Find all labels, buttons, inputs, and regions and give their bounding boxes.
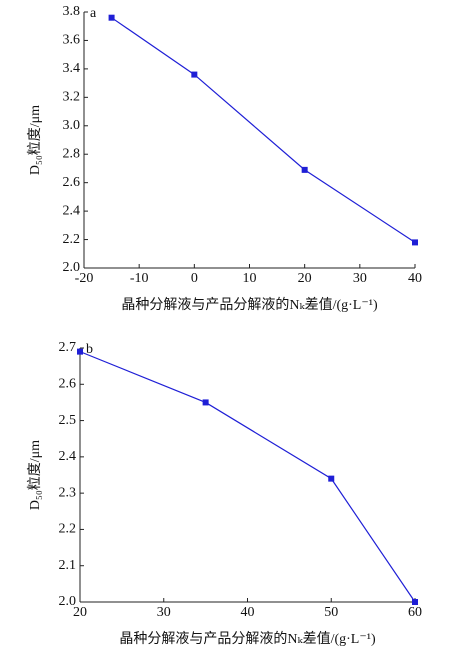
x-tick-label: 50 — [324, 605, 338, 620]
x-axis-label: 晶种分解液与产品分解液的Nₖ差值/(g·L⁻¹) — [121, 297, 378, 313]
x-tick-label: 30 — [353, 271, 367, 286]
y-tick-label: 2.7 — [59, 340, 77, 355]
x-tick-label: 40 — [408, 271, 422, 286]
y-tick-label: 2.1 — [59, 558, 77, 573]
data-point — [191, 71, 198, 78]
y-tick-label: 2.0 — [63, 260, 81, 275]
x-tick-label: 0 — [191, 271, 198, 286]
x-tick-label: -10 — [130, 271, 149, 286]
y-tick-label: 2.3 — [59, 485, 77, 500]
x-tick-label: -20 — [75, 271, 94, 286]
y-tick-label: 2.4 — [63, 203, 81, 218]
y-tick-label: 3.8 — [63, 4, 81, 19]
x-tick-label: 30 — [157, 605, 171, 620]
y-tick-label: 2.6 — [63, 175, 81, 190]
x-tick-label: 10 — [243, 271, 257, 286]
y-axis-label: D₅₀粒度/μm — [27, 105, 43, 175]
data-point — [77, 348, 83, 355]
y-tick-label: 2.0 — [59, 594, 77, 609]
data-point — [202, 399, 209, 406]
y-tick-label: 3.2 — [63, 90, 81, 105]
y-tick-label: 3.4 — [63, 61, 81, 76]
data-point — [412, 599, 418, 605]
x-axis-label: 晶种分解液与产品分解液的Nₖ差值/(g·L⁻¹) — [119, 631, 376, 647]
y-tick-label: 2.5 — [59, 413, 77, 428]
y-tick-label: 2.4 — [59, 449, 77, 464]
data-point — [412, 239, 418, 246]
panel-label: b — [86, 342, 93, 357]
data-point — [328, 475, 335, 482]
y-tick-label: 2.2 — [63, 232, 81, 247]
x-tick-label: 60 — [408, 605, 422, 620]
x-tick-label: 20 — [298, 271, 312, 286]
y-tick-label: 3.0 — [63, 118, 81, 133]
y-tick-label: 2.2 — [59, 522, 77, 537]
y-axis-label: D₅₀粒度/μm — [27, 440, 43, 510]
y-tick-label: 2.6 — [59, 377, 77, 392]
y-tick-label: 2.8 — [63, 146, 81, 161]
x-tick-label: 40 — [241, 605, 255, 620]
data-line — [79, 351, 416, 603]
data-point — [108, 14, 115, 21]
y-tick-label: 3.6 — [63, 33, 81, 48]
data-line — [111, 17, 416, 243]
panel-label: a — [90, 6, 97, 21]
data-point — [301, 166, 308, 173]
x-tick-label: 20 — [73, 605, 87, 620]
